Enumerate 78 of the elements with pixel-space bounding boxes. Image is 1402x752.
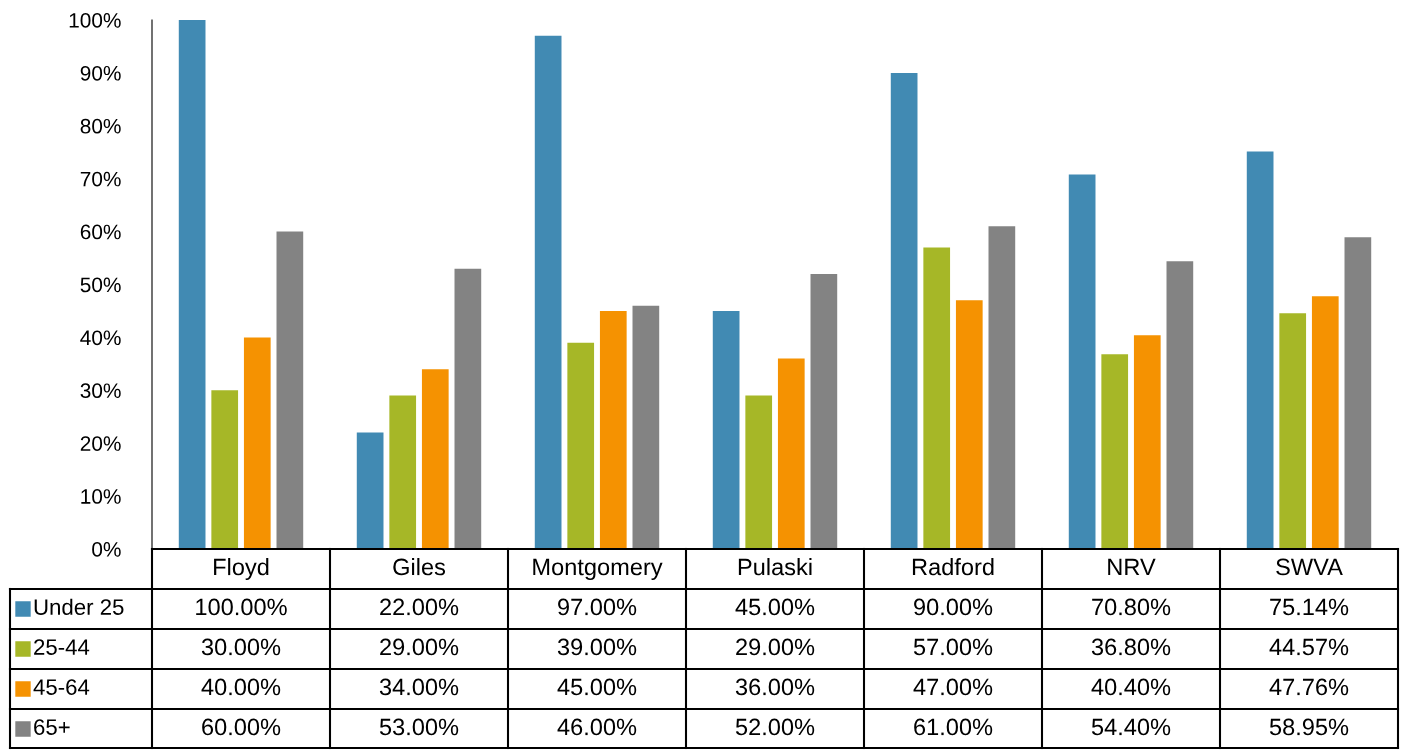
bar: [389, 395, 417, 549]
y-tick-label: 20%: [80, 436, 121, 451]
y-tick-label: 40%: [80, 330, 121, 346]
data-label: 40.00%: [201, 678, 281, 696]
data-label: 47.00%: [913, 678, 993, 696]
bar: [745, 395, 773, 549]
x-tick-label: Montgomery: [533, 558, 663, 580]
x-tick-label: Giles: [393, 557, 446, 576]
bar: [599, 310, 627, 549]
y-tick-label: 90%: [80, 65, 121, 81]
data-label: 45.00%: [735, 598, 815, 616]
x-tick-label: Pulaski: [738, 557, 812, 576]
data-label: 47.76%: [1269, 678, 1349, 696]
data-label: 36.00%: [735, 678, 815, 696]
bar: [276, 231, 304, 549]
bar: [1311, 296, 1339, 549]
data-label: 22.00%: [380, 598, 459, 616]
data-label: 70.80%: [1092, 598, 1171, 616]
data-label: 44.57%: [1269, 638, 1349, 656]
bar: [567, 342, 595, 549]
data-label: 54.40%: [1091, 718, 1171, 736]
bar: [356, 432, 384, 549]
bar: [810, 273, 838, 549]
data-label: 60.00%: [202, 718, 281, 736]
bar: [988, 226, 1016, 549]
data-label: 29.00%: [380, 638, 459, 656]
y-tick-label: 50%: [80, 277, 121, 293]
bar: [534, 35, 562, 549]
data-label: 52.00%: [735, 718, 815, 736]
data-label: 40.40%: [1091, 678, 1171, 696]
bar: [454, 268, 482, 549]
legend-label: 45-64: [33, 679, 90, 695]
bar: [955, 300, 983, 549]
data-label: 45.00%: [557, 678, 637, 696]
bar: [1166, 261, 1194, 549]
data-label: 36.80%: [1091, 638, 1171, 656]
y-tick-label: 10%: [81, 489, 121, 504]
data-label: 100.00%: [196, 598, 287, 616]
bar: [632, 305, 660, 549]
data-label: 30.00%: [201, 638, 281, 656]
y-tick-label: 100%: [69, 13, 121, 28]
data-label: 39.00%: [557, 638, 637, 656]
x-tick-label: SWVA: [1276, 558, 1343, 576]
x-tick-label: NRV: [1108, 558, 1156, 576]
data-label: 29.00%: [736, 638, 815, 656]
y-tick-label: 60%: [80, 224, 121, 240]
bar: [178, 20, 206, 549]
data-label: 58.95%: [1269, 718, 1349, 736]
y-tick-label: 30%: [80, 383, 121, 399]
y-tick-label: 70%: [80, 171, 121, 187]
data-label: 53.00%: [379, 718, 459, 736]
legend-label: 25-44: [34, 639, 90, 655]
bar: [421, 369, 449, 549]
y-tick-label: 80%: [80, 118, 121, 134]
y-tick-label: 0%: [92, 542, 121, 557]
bar: [777, 358, 805, 549]
bar: [243, 337, 271, 549]
data-label: 61.00%: [914, 718, 993, 736]
data-label: 75.14%: [1270, 598, 1349, 616]
bar: [211, 390, 239, 549]
bar: [1068, 174, 1096, 549]
bar: [890, 72, 918, 549]
bar: [1246, 151, 1274, 549]
bar: [1344, 237, 1372, 549]
legend-label: Under 25: [34, 598, 124, 615]
data-label: 97.00%: [558, 598, 637, 616]
x-tick-label: Floyd: [214, 557, 269, 580]
bar: [712, 310, 740, 549]
bar: [1133, 335, 1161, 549]
data-label: 34.00%: [379, 678, 459, 696]
data-label: 90.00%: [914, 598, 993, 616]
bar: [1101, 354, 1129, 549]
bar: [1279, 313, 1307, 549]
bar: [923, 247, 951, 549]
legend-label: 65+: [34, 719, 70, 735]
x-tick-label: Radford: [912, 557, 994, 576]
data-label: 57.00%: [913, 638, 993, 656]
data-label: 46.00%: [557, 718, 637, 736]
